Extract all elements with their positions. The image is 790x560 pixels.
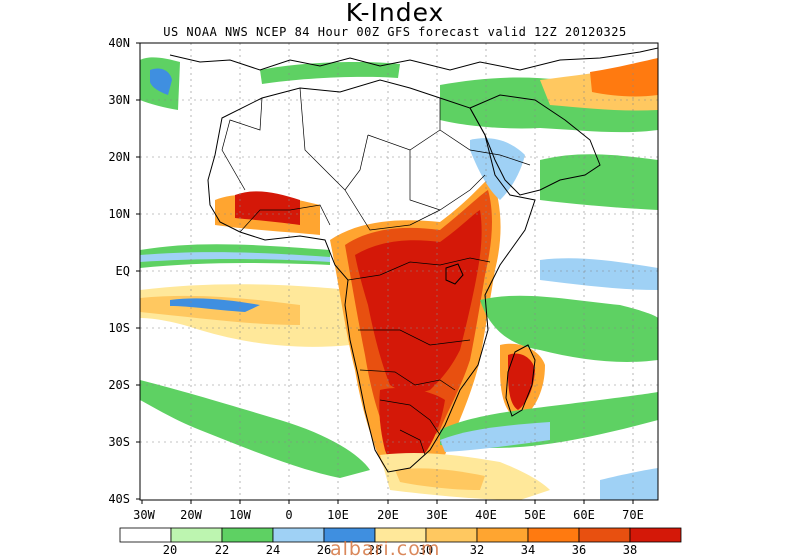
lat-label-10n: 10N <box>108 207 130 221</box>
shaded-field-madagascar-indian-ocean <box>480 258 658 420</box>
shaded-field-northern-belts <box>140 57 658 210</box>
lon-label-20w: 20W <box>180 508 202 522</box>
lat-label-20s: 20S <box>108 378 130 392</box>
colorbar-swatch-1 <box>170 527 223 543</box>
lat-label-40s: 40S <box>108 492 130 506</box>
coastlines <box>169 47 658 473</box>
lat-label-10s: 10S <box>108 321 130 335</box>
lon-label-0: 0 <box>285 508 293 522</box>
colorbar-label-20: 20 <box>162 543 178 557</box>
lon-label-10e: 10E <box>327 508 349 522</box>
colorbar-label-30: 30 <box>418 543 434 557</box>
colorbar-swatch-7 <box>476 527 529 543</box>
lat-label-eq: EQ <box>115 264 130 278</box>
lon-label-70e: 70E <box>622 508 644 522</box>
shaded-field-itcz-band <box>140 244 350 347</box>
lon-label-40e: 40E <box>475 508 497 522</box>
political-borders <box>221 87 531 456</box>
lon-label-50e: 50E <box>524 508 546 522</box>
watermark: albari.com <box>330 538 441 560</box>
map-subtitle: US NOAA NWS NCEP 84 Hour 00Z GFS forecas… <box>163 25 627 39</box>
graticule <box>140 43 658 500</box>
shaded-field-southern-ocean <box>140 380 658 500</box>
colorbar-swatch-3 <box>272 527 325 543</box>
colorbar-label-22: 22 <box>214 543 230 557</box>
shaded-field-africa <box>215 176 501 474</box>
africa-coastline <box>207 79 536 473</box>
colorbar-label-38: 38 <box>622 543 638 557</box>
lon-label-30e: 30E <box>426 508 448 522</box>
colorbar-label-32: 32 <box>469 543 485 557</box>
lake-victoria <box>445 263 464 285</box>
lat-label-30s: 30S <box>108 435 130 449</box>
madagascar-coastline <box>505 344 536 417</box>
colorbar-label-26: 26 <box>316 543 332 557</box>
lon-label-30w: 30W <box>133 508 155 522</box>
lat-label-40n: 40N <box>108 36 130 50</box>
axis-ticks <box>136 42 634 504</box>
colorbar-label-28: 28 <box>367 543 383 557</box>
colorbar-swatch-0 <box>119 527 172 543</box>
arabia-coastline <box>469 94 601 196</box>
colorbar-swatch-9 <box>578 527 631 543</box>
colorbar-label-36: 36 <box>571 543 587 557</box>
colorbar-label-24: 24 <box>265 543 281 557</box>
europe-coastline <box>169 47 658 71</box>
lat-label-30n: 30N <box>108 93 130 107</box>
map-title: K-Index <box>345 0 445 27</box>
colorbar-swatch-8 <box>527 527 580 543</box>
lat-label-20n: 20N <box>108 150 130 164</box>
lon-label-60e: 60E <box>573 508 595 522</box>
colorbar-swatch-10 <box>629 527 682 543</box>
lon-label-10w: 10W <box>229 508 251 522</box>
colorbar-swatch-2 <box>221 527 274 543</box>
colorbar <box>119 527 682 543</box>
lon-label-20e: 20E <box>377 508 399 522</box>
colorbar-label-34: 34 <box>520 543 536 557</box>
